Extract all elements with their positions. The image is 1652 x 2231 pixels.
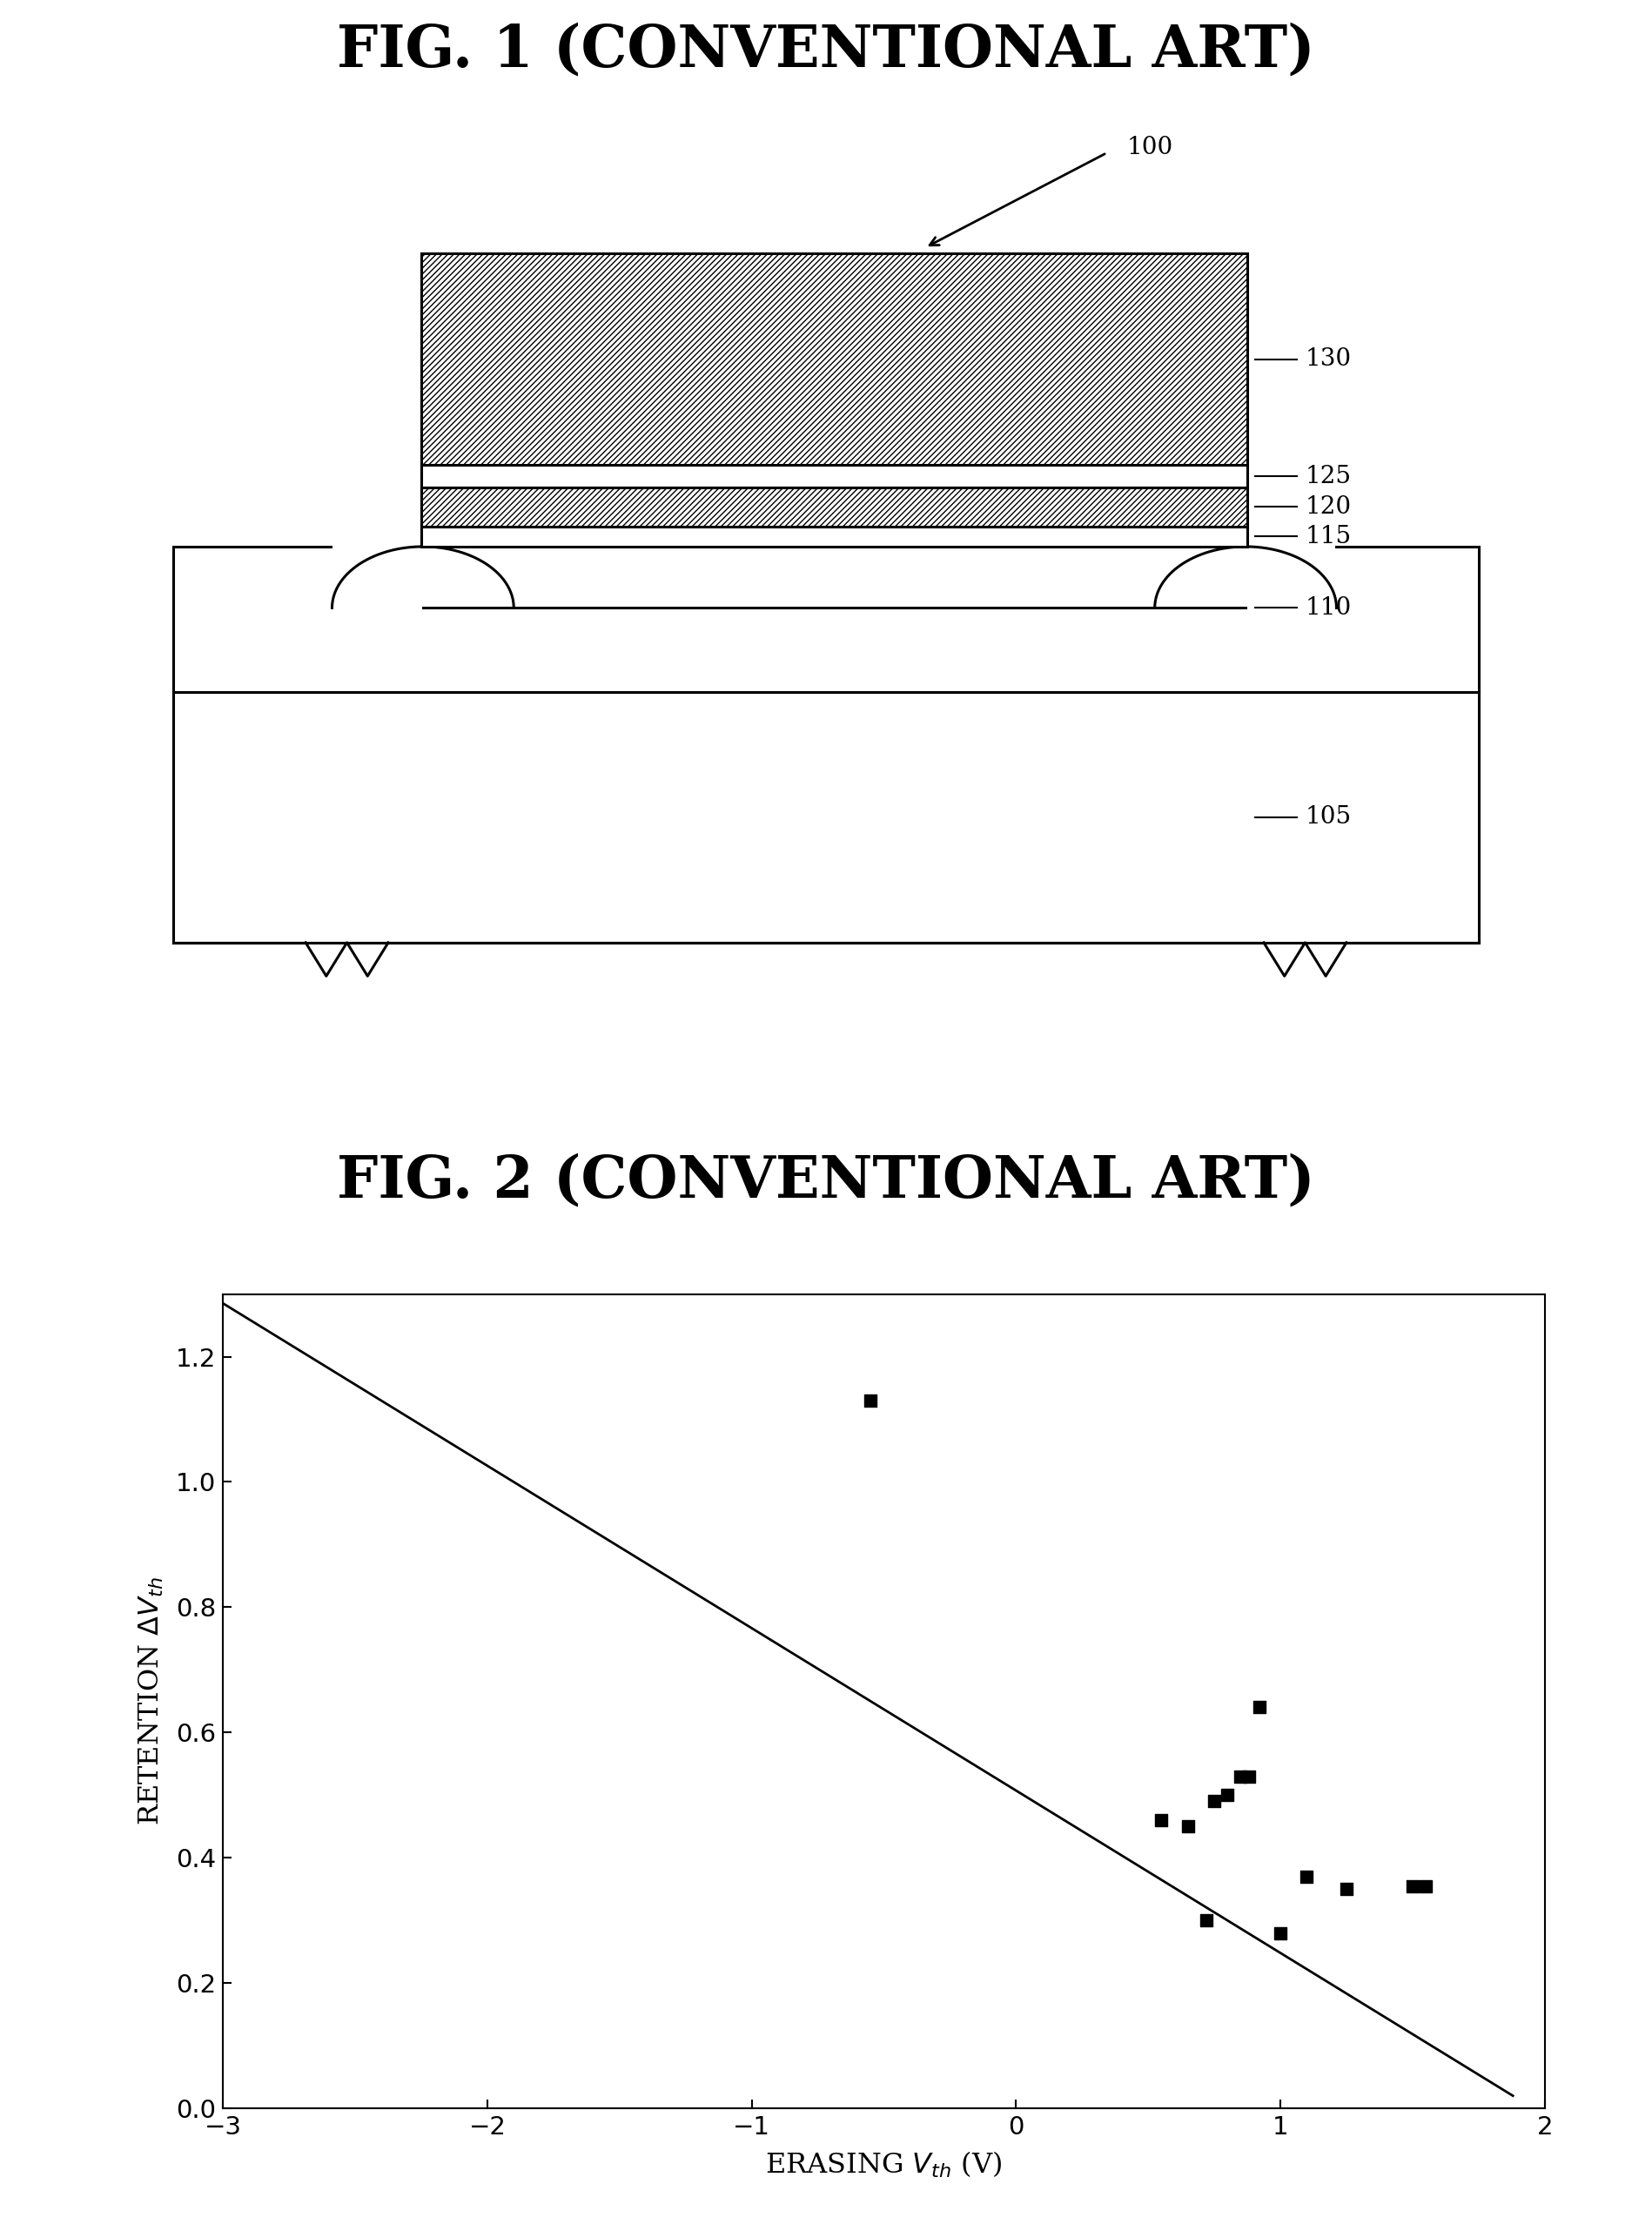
Point (1412, 1867, 1439, 1903)
Bar (421, 527, 1247, 547)
Text: FIG. 1 (CONVENTIONAL ART): FIG. 1 (CONVENTIONAL ART) (337, 22, 1315, 78)
Text: 105: 105 (1305, 805, 1351, 830)
Y-axis label: RETENTION $\Delta V_{th}$: RETENTION $\Delta V_{th}$ (137, 1577, 165, 1825)
Point (1227, 1758, 1254, 1794)
Text: 120: 120 (1305, 495, 1351, 520)
Point (1246, 1689, 1272, 1725)
Point (1294, 1858, 1320, 1894)
Text: FIG. 2 (CONVENTIONAL ART): FIG. 2 (CONVENTIONAL ART) (337, 1153, 1315, 1209)
Point (1333, 1872, 1360, 1908)
Text: 130: 130 (1305, 348, 1351, 370)
Bar (421, 464, 1247, 489)
Bar (421, 254, 1247, 466)
X-axis label: ERASING $V_{th}$ (V): ERASING $V_{th}$ (V) (765, 2151, 1003, 2180)
Point (1201, 1783, 1227, 1818)
Text: 110: 110 (1305, 596, 1351, 620)
Point (1267, 1914, 1294, 1950)
Point (1148, 1803, 1175, 1838)
Point (1214, 1778, 1241, 1814)
Bar (421, 489, 1247, 527)
Point (857, 1383, 884, 1419)
Point (1236, 1758, 1262, 1794)
Text: 125: 125 (1305, 464, 1351, 489)
Bar (173, 692, 1479, 941)
Text: 115: 115 (1305, 524, 1351, 549)
Point (1175, 1809, 1201, 1845)
Point (1193, 1903, 1219, 1939)
Point (1399, 1867, 1426, 1903)
Text: 100: 100 (1127, 136, 1173, 158)
